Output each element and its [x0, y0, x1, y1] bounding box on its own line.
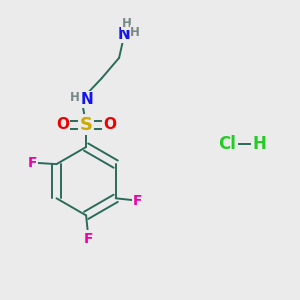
Text: F: F: [27, 156, 37, 170]
Text: N: N: [81, 92, 93, 107]
Text: H: H: [122, 17, 132, 30]
Text: F: F: [84, 232, 93, 246]
Text: N: N: [118, 27, 131, 42]
Text: F: F: [133, 194, 143, 208]
Text: H: H: [70, 91, 80, 104]
Text: Cl: Cl: [218, 135, 236, 153]
Text: O: O: [103, 117, 116, 132]
Text: S: S: [80, 116, 93, 134]
Text: O: O: [56, 117, 69, 132]
Text: H: H: [252, 135, 266, 153]
Text: H: H: [130, 26, 140, 39]
